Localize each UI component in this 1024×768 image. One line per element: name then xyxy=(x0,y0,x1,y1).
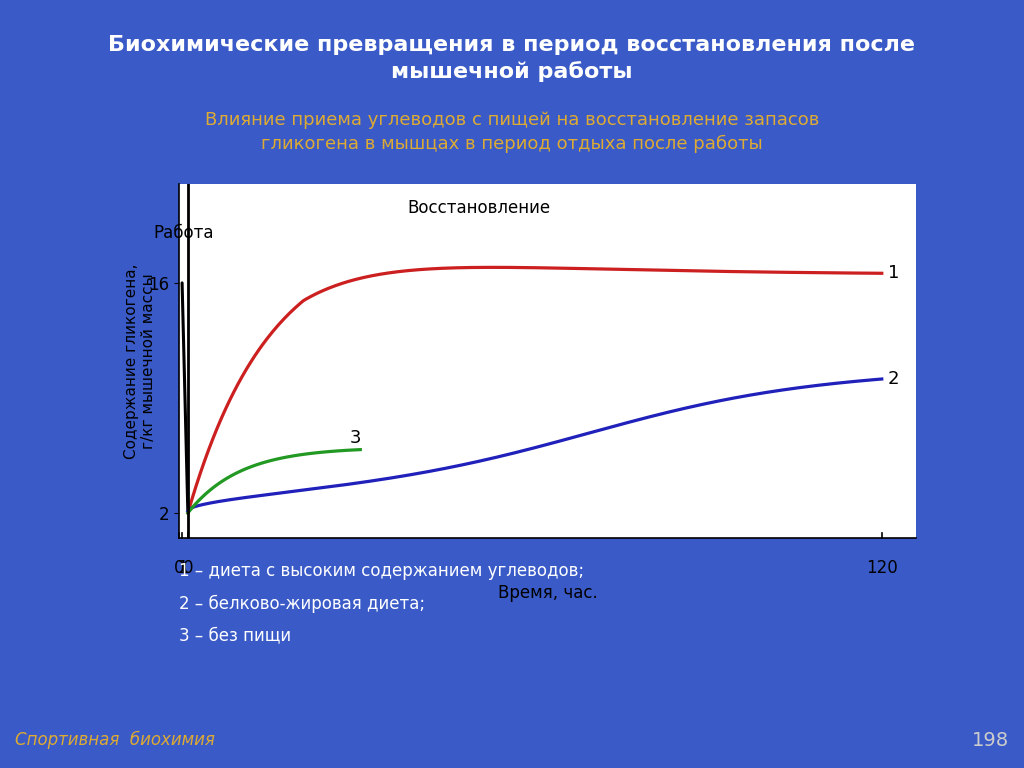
Text: 1: 1 xyxy=(177,559,187,577)
Text: Влияние приема углеводов с пищей на восстановление запасов
гликогена в мышцах в : Влияние приема углеводов с пищей на восс… xyxy=(205,111,819,154)
Text: 0: 0 xyxy=(174,559,184,577)
Text: 198: 198 xyxy=(972,731,1009,750)
Text: 0: 0 xyxy=(182,559,194,577)
Text: 2 – белково-жировая диета;: 2 – белково-жировая диета; xyxy=(179,594,425,613)
Text: 3 – без пищи: 3 – без пищи xyxy=(179,627,291,644)
Text: 120: 120 xyxy=(866,559,898,577)
Text: Восстановление: Восстановление xyxy=(408,199,551,217)
Text: Биохимические превращения в период восстановления после
мышечной работы: Биохимические превращения в период восст… xyxy=(109,35,915,82)
Text: 3: 3 xyxy=(350,429,361,447)
Y-axis label: Содержание гликогена,
г/кг мышечной массы: Содержание гликогена, г/кг мышечной масс… xyxy=(124,263,157,458)
Text: 2: 2 xyxy=(888,370,899,388)
Text: Работа: Работа xyxy=(154,223,214,242)
Text: Спортивная  биохимия: Спортивная биохимия xyxy=(15,731,215,750)
Text: 1 – диета с высоким содержанием углеводов;: 1 – диета с высоким содержанием углеводо… xyxy=(179,562,585,580)
Text: 1: 1 xyxy=(888,264,899,283)
Text: Время, час.: Время, час. xyxy=(498,584,598,601)
